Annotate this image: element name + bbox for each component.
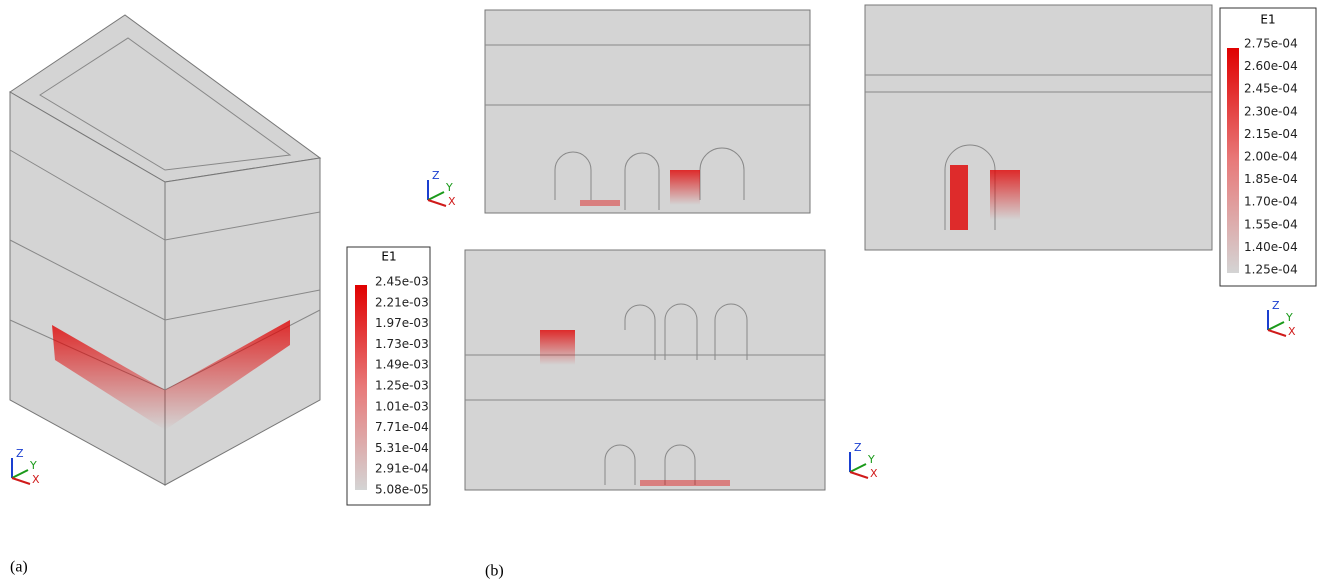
legend-label: 1.55e-04 — [1244, 217, 1298, 231]
legend-label: 1.70e-04 — [1244, 195, 1298, 209]
axis-label: X — [1288, 325, 1296, 338]
axis-label: Z — [854, 441, 862, 454]
legend-label: 2.00e-04 — [1244, 150, 1298, 164]
facade-view-2 — [465, 250, 825, 490]
axis-x — [428, 200, 446, 206]
axis-label: Z — [16, 447, 24, 460]
legend-label: 1.01e-03 — [375, 399, 429, 413]
legend-label: 2.60e-04 — [1244, 59, 1298, 73]
legend-label: 5.08e-05 — [375, 483, 429, 497]
legend-label: 2.30e-04 — [1244, 104, 1298, 118]
axis-y — [428, 192, 444, 200]
axis-y — [1268, 322, 1284, 330]
axis-label: Y — [1285, 311, 1293, 324]
legend-label: 2.75e-04 — [1244, 37, 1298, 51]
axis-y — [12, 470, 28, 478]
axis-label: Z — [432, 169, 440, 182]
tower-model — [10, 15, 320, 485]
facade-view-3 — [865, 5, 1212, 250]
legend-label: 2.21e-03 — [375, 295, 429, 309]
legend-label: 2.91e-04 — [375, 462, 429, 476]
legend-label: 1.49e-03 — [375, 358, 429, 372]
axis-x — [850, 472, 868, 478]
figure: E1 E1 (a) (b) 2.45e-03 2.21e-03 1.97e-03 1.… — [0, 0, 1320, 583]
axis-label: Y — [29, 459, 37, 472]
legend-label: 1.85e-04 — [1244, 172, 1298, 186]
axis-x — [1268, 330, 1286, 336]
axis-label: X — [870, 467, 878, 480]
axis-x — [12, 478, 30, 484]
axis-label: X — [448, 195, 456, 208]
panel-label: (b) — [485, 563, 504, 580]
legend-label: 1.40e-04 — [1244, 240, 1298, 254]
legend-label: 1.25e-04 — [1244, 263, 1298, 277]
panel-label: (a) — [10, 559, 28, 576]
legend-label: 1.97e-03 — [375, 316, 429, 330]
legend-label: 1.25e-03 — [375, 379, 429, 393]
legend-label: 2.45e-03 — [375, 275, 429, 289]
facade-view-1 — [485, 10, 810, 213]
axis-label: Y — [867, 453, 875, 466]
legend-title: E1 — [381, 250, 396, 264]
legend-label: 1.73e-03 — [375, 337, 429, 351]
legend-label: 2.15e-04 — [1244, 127, 1298, 141]
legend-label: 2.45e-04 — [1244, 82, 1298, 96]
color-bar — [1227, 48, 1239, 273]
axis-label: Y — [445, 181, 453, 194]
axis-label: Z — [1272, 299, 1280, 312]
color-bar — [355, 285, 367, 490]
legend-label: 5.31e-04 — [375, 441, 429, 455]
legend-title: E1 — [1260, 13, 1275, 27]
legend-label: 7.71e-04 — [375, 420, 429, 434]
axis-y — [850, 464, 866, 472]
axis-label: X — [32, 473, 40, 486]
